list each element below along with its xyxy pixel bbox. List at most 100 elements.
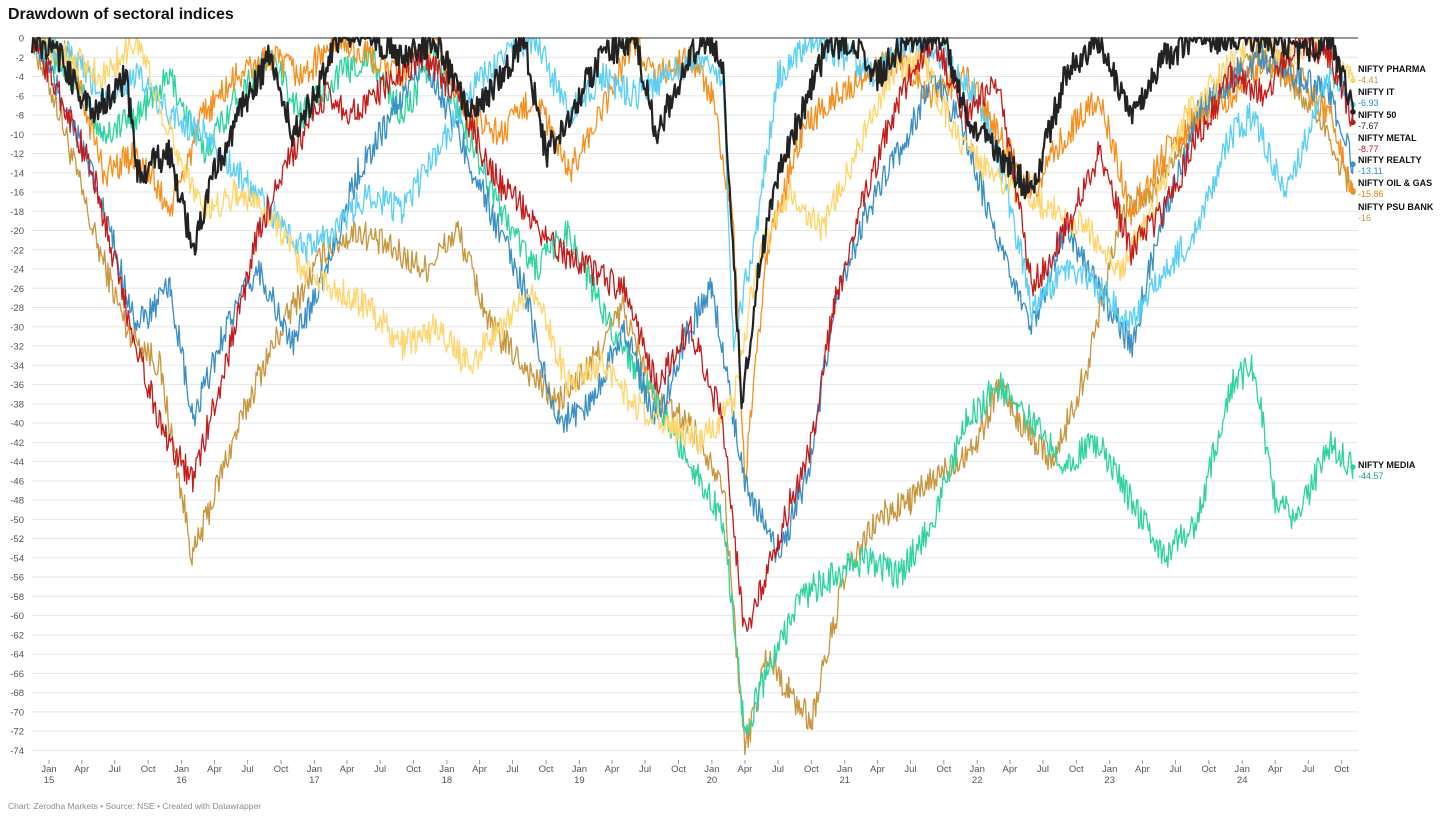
y-tick-label: -36	[10, 380, 24, 391]
x-tick-label: Jul	[1037, 764, 1049, 775]
series-end-dot	[1350, 109, 1356, 115]
x-tick-year: 19	[574, 775, 585, 786]
series-line	[31, 37, 1354, 756]
series-label-value: -44.57	[1358, 471, 1384, 481]
y-tick-label: 0	[19, 34, 24, 45]
x-tick-label: Jul	[904, 764, 916, 775]
x-tick-label: Oct	[1069, 764, 1084, 775]
y-tick-label: -22	[10, 245, 24, 256]
y-tick-label: -74	[10, 746, 24, 757]
y-axis-ticks: 0 -2 -4 -6 -8 -10 -12 -14 -16 -18 -20 -22 -24 -26 -28 -…	[10, 34, 24, 757]
x-tick-year: 22	[972, 775, 983, 786]
y-tick-label: -10	[10, 130, 24, 141]
series-label-value: -8.77	[1358, 144, 1379, 154]
y-tick-label: -58	[10, 592, 24, 603]
y-tick-label: -70	[10, 707, 24, 718]
series-label-value: -6.93	[1358, 98, 1379, 108]
y-tick-label: -20	[10, 226, 24, 237]
y-tick-label: -2	[16, 53, 24, 64]
x-tick-label: Oct	[141, 764, 156, 775]
y-tick-label: -12	[10, 149, 24, 160]
y-tick-label: -68	[10, 688, 24, 699]
series-end-dot	[1350, 187, 1356, 194]
series-label-name: NIFTY PSU BANK	[1358, 202, 1434, 212]
x-tick-label: Apr	[340, 764, 355, 775]
x-tick-label: Apr	[1002, 764, 1017, 775]
series-label-name: NIFTY 50	[1358, 110, 1396, 120]
y-tick-label: -48	[10, 496, 24, 507]
series-line	[31, 37, 1354, 481]
x-tick-year: 21	[839, 775, 850, 786]
x-tick-year: 23	[1104, 775, 1115, 786]
x-tick-label: Jan	[1235, 764, 1250, 775]
x-tick-label: Oct	[274, 764, 289, 775]
y-tick-label: -16	[10, 188, 24, 199]
y-tick-label: -24	[10, 265, 24, 276]
series-line	[31, 37, 1354, 736]
x-tick-label: Oct	[406, 764, 421, 775]
y-tick-label: -26	[10, 284, 24, 295]
x-tick-label: Apr	[472, 764, 487, 775]
series-label-name: NIFTY IT	[1358, 87, 1395, 97]
series-lines	[30, 36, 1356, 756]
series-end-dot	[1350, 464, 1356, 470]
x-tick-label: Oct	[1334, 764, 1349, 775]
y-tick-label: -50	[10, 515, 24, 526]
y-tick-label: -52	[10, 534, 24, 545]
series-end-dot	[1350, 161, 1356, 168]
x-tick-label: Apr	[74, 764, 89, 775]
x-tick-label: Oct	[1201, 764, 1216, 775]
x-tick-year: 15	[44, 775, 55, 786]
x-tick-label: Oct	[804, 764, 819, 775]
x-tick-year: 16	[176, 775, 187, 786]
y-tick-label: -62	[10, 630, 24, 641]
y-tick-label: -54	[10, 553, 24, 564]
y-tick-label: -56	[10, 573, 24, 584]
y-tick-label: -32	[10, 342, 24, 353]
x-tick-year: 20	[707, 775, 718, 786]
series-label-value: -16	[1358, 213, 1371, 223]
series-label-name: NIFTY OIL & GAS	[1358, 178, 1432, 188]
grid-lines	[32, 56, 1358, 751]
series-line	[31, 37, 1354, 455]
y-tick-label: -30	[10, 322, 24, 333]
y-tick-label: -42	[10, 438, 24, 449]
y-tick-label: -64	[10, 650, 24, 661]
x-tick-label: Jul	[374, 764, 386, 775]
x-tick-label: Jan	[307, 764, 322, 775]
y-tick-label: -8	[16, 111, 24, 122]
y-tick-label: -60	[10, 611, 24, 622]
series-end-labels: NIFTY PHARMA-4.41 NIFTY IT-6.93 NIFTY 50-7…	[1358, 64, 1434, 481]
y-tick-label: -18	[10, 207, 24, 218]
x-tick-label: Jan	[174, 764, 189, 775]
y-tick-label: -46	[10, 476, 24, 487]
x-tick-label: Jul	[507, 764, 519, 775]
x-tick-label: Apr	[207, 764, 222, 775]
x-tick-label: Jan	[704, 764, 719, 775]
x-tick-label: Jan	[837, 764, 852, 775]
x-tick-label: Apr	[605, 764, 620, 775]
x-tick-label: Oct	[539, 764, 554, 775]
y-tick-label: -34	[10, 361, 24, 372]
series-label-name: NIFTY PHARMA	[1358, 64, 1426, 74]
x-tick-label: Apr	[738, 764, 753, 775]
x-tick-label: Jul	[639, 764, 651, 775]
x-tick-label: Jul	[1169, 764, 1181, 775]
y-tick-label: -66	[10, 669, 24, 680]
y-tick-label: -14	[10, 168, 24, 179]
chart-title: Drawdown of sectoral indices	[8, 6, 234, 23]
x-tick-label: Jan	[41, 764, 56, 775]
series-line	[31, 37, 1354, 633]
chart-footer: Chart: Zerodha Markets • Source: NSE • C…	[8, 801, 262, 811]
x-tick-label: Oct	[671, 764, 686, 775]
x-tick-label: Jan	[970, 764, 985, 775]
y-tick-label: -6	[16, 91, 24, 102]
series-label-value: -4.41	[1358, 75, 1379, 85]
x-tick-label: Jul	[772, 764, 784, 775]
series-label-name: NIFTY METAL	[1358, 133, 1417, 143]
x-tick-label: Jul	[109, 764, 121, 775]
x-tick-year: 18	[442, 775, 453, 786]
y-tick-label: -28	[10, 303, 24, 314]
